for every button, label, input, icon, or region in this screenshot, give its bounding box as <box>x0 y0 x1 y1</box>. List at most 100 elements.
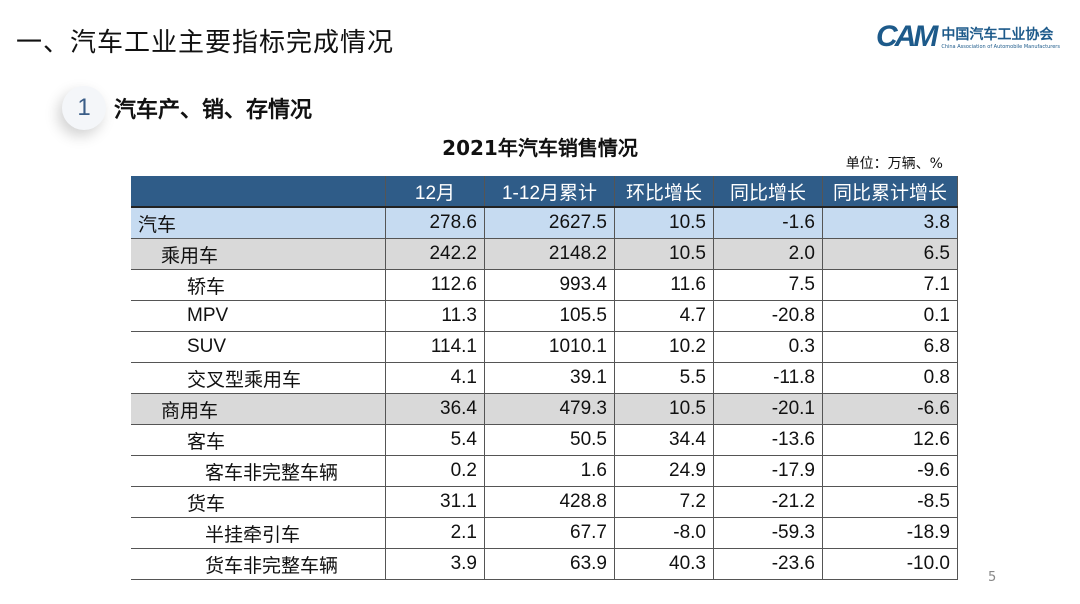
cell-value: 3.8 <box>822 207 958 239</box>
table-row: 货车 31.1 428.8 7.2 -21.2 -8.5 <box>131 486 958 518</box>
cell-value: -23.6 <box>713 548 823 580</box>
cell-value: 1010.1 <box>484 331 615 363</box>
sales-table: 12月 1-12月累计 环比增长 同比增长 同比累计增长 汽车 278.6 2627… <box>131 176 958 580</box>
cell-value: 11.6 <box>614 269 714 301</box>
cell-value: 993.4 <box>484 269 615 301</box>
cell-value: 242.2 <box>385 238 485 270</box>
cell-value: 105.5 <box>484 300 615 332</box>
cell-value: -6.6 <box>822 393 958 425</box>
cell-value: -8.0 <box>614 517 714 549</box>
cell-value: 67.7 <box>484 517 615 549</box>
cell-value: 2627.5 <box>484 207 615 239</box>
cell-value: 0.1 <box>822 300 958 332</box>
cell-value: 12.6 <box>822 424 958 456</box>
row-label: 客车 <box>131 424 386 456</box>
cell-value: 10.5 <box>614 207 714 239</box>
cell-value: 39.1 <box>484 362 615 394</box>
column-header: 12月 <box>385 176 485 208</box>
section-title: 汽车产、销、存情况 <box>114 98 313 123</box>
logo-name-cn: 中国汽车工业协会 <box>941 27 1054 43</box>
cell-value: 428.8 <box>484 486 615 518</box>
cell-value: 1.6 <box>484 455 615 487</box>
cell-value: -59.3 <box>713 517 823 549</box>
table-row: MPV 11.3 105.5 4.7 -20.8 0.1 <box>131 300 958 332</box>
table-header-row: 12月 1-12月累计 环比增长 同比增长 同比累计增长 <box>131 176 958 208</box>
cell-value: 114.1 <box>385 331 485 363</box>
section-number-badge: 1 <box>62 86 106 130</box>
cell-value: 2.0 <box>713 238 823 270</box>
row-label: SUV <box>131 331 386 363</box>
cell-value: 278.6 <box>385 207 485 239</box>
cell-value: 0.8 <box>822 362 958 394</box>
cell-value: -8.5 <box>822 486 958 518</box>
column-header: 同比增长 <box>713 176 823 208</box>
table-row: 乘用车 242.2 2148.2 10.5 2.0 6.5 <box>131 238 958 270</box>
row-label: 客车非完整车辆 <box>131 455 386 487</box>
column-header: 环比增长 <box>614 176 714 208</box>
unit-label: 单位：万辆、% <box>845 156 943 172</box>
row-label: 商用车 <box>131 393 386 425</box>
column-header <box>131 176 386 208</box>
cell-value: 7.5 <box>713 269 823 301</box>
cell-value: 479.3 <box>484 393 615 425</box>
cell-value: -21.2 <box>713 486 823 518</box>
cell-value: 50.5 <box>484 424 615 456</box>
row-label: 货车非完整车辆 <box>131 548 386 580</box>
table-row: 客车 5.4 50.5 34.4 -13.6 12.6 <box>131 424 958 456</box>
logo-mark-icon: CAM <box>876 20 938 53</box>
table-title: 2021年汽车销售情况 <box>442 136 638 160</box>
table-row: 轿车 112.6 993.4 11.6 7.5 7.1 <box>131 269 958 301</box>
column-header: 同比累计增长 <box>822 176 958 208</box>
cell-value: 10.5 <box>614 393 714 425</box>
cell-value: 7.1 <box>822 269 958 301</box>
cell-value: 2.1 <box>385 517 485 549</box>
row-label: 汽车 <box>131 207 386 239</box>
logo-name-en: China Association of Automobile Manufact… <box>941 44 1060 50</box>
cell-value: 4.1 <box>385 362 485 394</box>
cell-value: -17.9 <box>713 455 823 487</box>
cell-value: -18.9 <box>822 517 958 549</box>
cell-value: 0.3 <box>713 331 823 363</box>
column-header: 1-12月累计 <box>484 176 615 208</box>
cell-value: 11.3 <box>385 300 485 332</box>
page-number: 5 <box>988 570 997 585</box>
cell-value: 6.5 <box>822 238 958 270</box>
cell-value: -13.6 <box>713 424 823 456</box>
cell-value: -20.1 <box>713 393 823 425</box>
row-label: 乘用车 <box>131 238 386 270</box>
table-row: 商用车 36.4 479.3 10.5 -20.1 -6.6 <box>131 393 958 425</box>
table-row: 半挂牵引车 2.1 67.7 -8.0 -59.3 -18.9 <box>131 517 958 549</box>
cell-value: 5.4 <box>385 424 485 456</box>
cell-value: 34.4 <box>614 424 714 456</box>
cell-value: 36.4 <box>385 393 485 425</box>
cell-value: 112.6 <box>385 269 485 301</box>
cell-value: 63.9 <box>484 548 615 580</box>
slide-title: 一、汽车工业主要指标完成情况 <box>16 28 395 58</box>
table-row: 货车非完整车辆 3.9 63.9 40.3 -23.6 -10.0 <box>131 548 958 580</box>
cell-value: 40.3 <box>614 548 714 580</box>
row-label: 轿车 <box>131 269 386 301</box>
cell-value: 2148.2 <box>484 238 615 270</box>
cell-value: 31.1 <box>385 486 485 518</box>
cell-value: 5.5 <box>614 362 714 394</box>
cell-value: 4.7 <box>614 300 714 332</box>
row-label: 半挂牵引车 <box>131 517 386 549</box>
logo: CAM 中国汽车工业协会 China Association of Automo… <box>876 20 1060 54</box>
cell-value: 10.2 <box>614 331 714 363</box>
row-label: MPV <box>131 300 386 332</box>
cell-value: -9.6 <box>822 455 958 487</box>
row-label: 交叉型乘用车 <box>131 362 386 394</box>
cell-value: -20.8 <box>713 300 823 332</box>
table-row: 汽车 278.6 2627.5 10.5 -1.6 3.8 <box>131 207 958 239</box>
cell-value: 6.8 <box>822 331 958 363</box>
cell-value: 10.5 <box>614 238 714 270</box>
row-label: 货车 <box>131 486 386 518</box>
cell-value: 7.2 <box>614 486 714 518</box>
section-heading: 1 汽车产、销、存情况 <box>62 86 312 130</box>
cell-value: 3.9 <box>385 548 485 580</box>
cell-value: 24.9 <box>614 455 714 487</box>
cell-value: -11.8 <box>713 362 823 394</box>
cell-value: -10.0 <box>822 548 958 580</box>
table-row: SUV 114.1 1010.1 10.2 0.3 6.8 <box>131 331 958 363</box>
cell-value: -1.6 <box>713 207 823 239</box>
